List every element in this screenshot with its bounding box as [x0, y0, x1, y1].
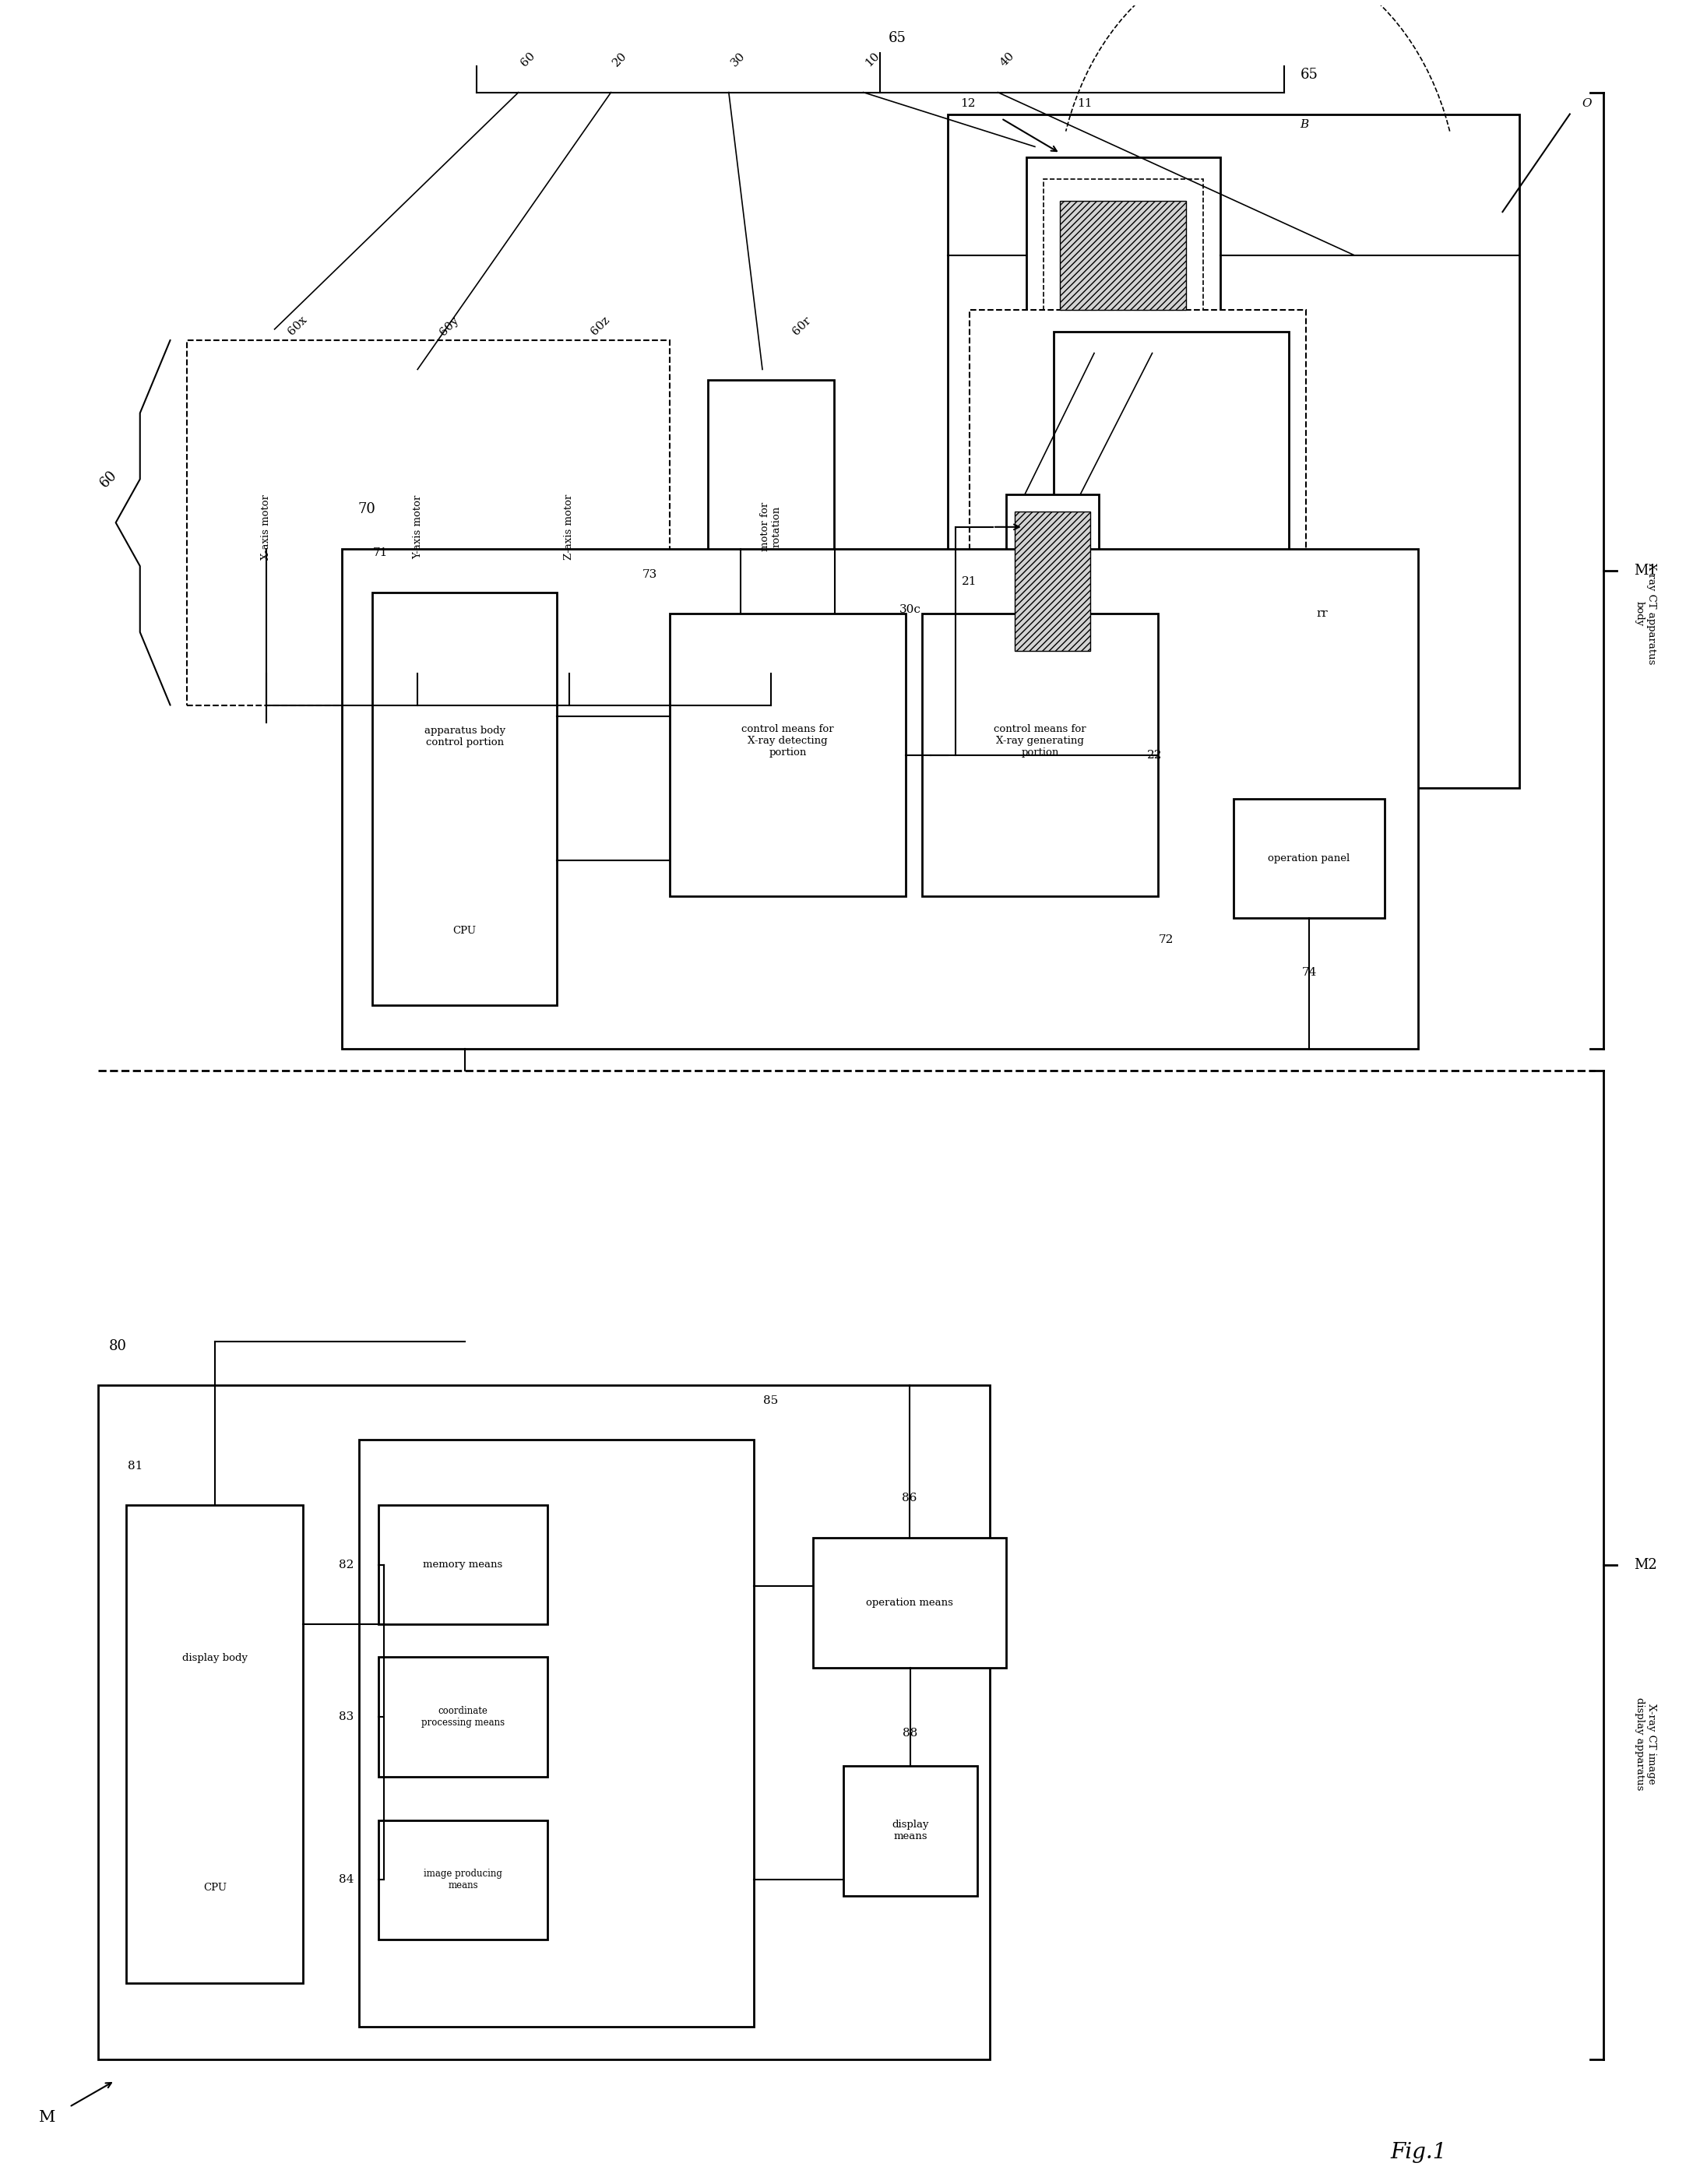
Text: 65: 65: [1300, 68, 1319, 83]
Bar: [948, 114, 1519, 788]
Bar: [1014, 511, 1090, 651]
Text: 71: 71: [372, 548, 388, 559]
Text: CPU: CPU: [203, 1883, 227, 1894]
Text: 86: 86: [902, 1494, 918, 1505]
Text: 82: 82: [339, 1559, 354, 1570]
Bar: [379, 1505, 547, 1625]
Bar: [359, 1439, 753, 2027]
Text: display body: display body: [183, 1653, 247, 1662]
Text: O: O: [1581, 98, 1591, 109]
Text: coordinate
processing means: coordinate processing means: [422, 1706, 505, 1728]
Text: image producing
means: image producing means: [423, 1870, 503, 1891]
Text: display
means: display means: [892, 1819, 929, 1841]
Text: 60r: 60r: [791, 314, 814, 336]
Text: CPU: CPU: [454, 926, 476, 935]
Text: M: M: [39, 2110, 56, 2125]
Text: 85: 85: [764, 1396, 779, 1406]
Text: 11: 11: [1077, 98, 1092, 109]
Text: 80: 80: [108, 1339, 127, 1354]
Text: 30: 30: [728, 50, 747, 70]
Text: 81: 81: [127, 1461, 142, 1472]
Text: M2: M2: [1634, 1557, 1657, 1572]
Text: rr: rr: [1317, 609, 1329, 620]
Text: motor for
rotation: motor for rotation: [760, 502, 782, 553]
Bar: [1053, 332, 1288, 723]
Text: 74: 74: [1302, 968, 1317, 978]
Text: 12: 12: [960, 98, 975, 109]
Bar: [379, 1819, 547, 1939]
Text: 83: 83: [339, 1712, 354, 1723]
Text: X-ray CT image
display apparatus: X-ray CT image display apparatus: [1635, 1697, 1656, 1791]
Text: apparatus body
control portion: apparatus body control portion: [425, 725, 505, 747]
Bar: [1043, 179, 1204, 332]
Bar: [98, 1385, 989, 2060]
Text: control means for
X-ray detecting
portion: control means for X-ray detecting portio…: [742, 725, 835, 758]
Text: 70: 70: [359, 502, 376, 518]
Bar: [1234, 799, 1385, 917]
Bar: [1006, 494, 1099, 668]
Text: 10: 10: [863, 50, 882, 70]
Bar: [1026, 157, 1221, 354]
Text: operation panel: operation panel: [1268, 854, 1349, 863]
Text: 84: 84: [339, 1874, 354, 1885]
Text: 60x: 60x: [286, 314, 310, 339]
Bar: [843, 1765, 979, 1896]
Text: 72: 72: [1158, 935, 1173, 946]
Bar: [813, 1538, 1006, 1669]
Bar: [985, 712, 1129, 799]
Text: control means for
X-ray generating
portion: control means for X-ray generating porti…: [994, 725, 1087, 758]
Bar: [670, 614, 906, 895]
Text: 20: 20: [611, 50, 630, 70]
Bar: [1060, 201, 1187, 310]
Text: B: B: [1300, 120, 1309, 131]
Bar: [203, 380, 328, 673]
Text: M1: M1: [1634, 563, 1657, 577]
Text: 65: 65: [889, 31, 906, 46]
Text: Y-axis motor: Y-axis motor: [413, 496, 423, 559]
Bar: [506, 380, 631, 673]
Text: 21: 21: [962, 577, 977, 587]
Bar: [708, 380, 835, 673]
Bar: [970, 310, 1305, 745]
Text: 60z: 60z: [589, 314, 611, 336]
Bar: [994, 788, 1121, 843]
Text: X-ray CT apparatus
body: X-ray CT apparatus body: [1635, 563, 1656, 664]
Text: 60y: 60y: [438, 314, 460, 339]
Text: 22: 22: [1146, 749, 1161, 760]
Bar: [372, 592, 557, 1005]
Text: 60: 60: [518, 50, 537, 70]
Text: 73: 73: [642, 570, 657, 581]
Text: 60: 60: [97, 467, 120, 491]
Bar: [127, 1505, 303, 1983]
Bar: [354, 380, 481, 673]
Bar: [923, 614, 1158, 895]
Bar: [379, 1658, 547, 1776]
Text: 40: 40: [997, 50, 1016, 70]
Text: Z-axis motor: Z-axis motor: [564, 494, 574, 559]
Text: 30c: 30c: [899, 605, 921, 616]
Text: 88: 88: [902, 1728, 918, 1738]
Text: X-axis motor: X-axis motor: [261, 494, 271, 559]
Bar: [188, 341, 670, 705]
Bar: [342, 548, 1419, 1048]
Text: memory means: memory means: [423, 1559, 503, 1570]
Text: Fig.1: Fig.1: [1390, 2143, 1446, 2162]
Text: operation means: operation means: [867, 1599, 953, 1607]
